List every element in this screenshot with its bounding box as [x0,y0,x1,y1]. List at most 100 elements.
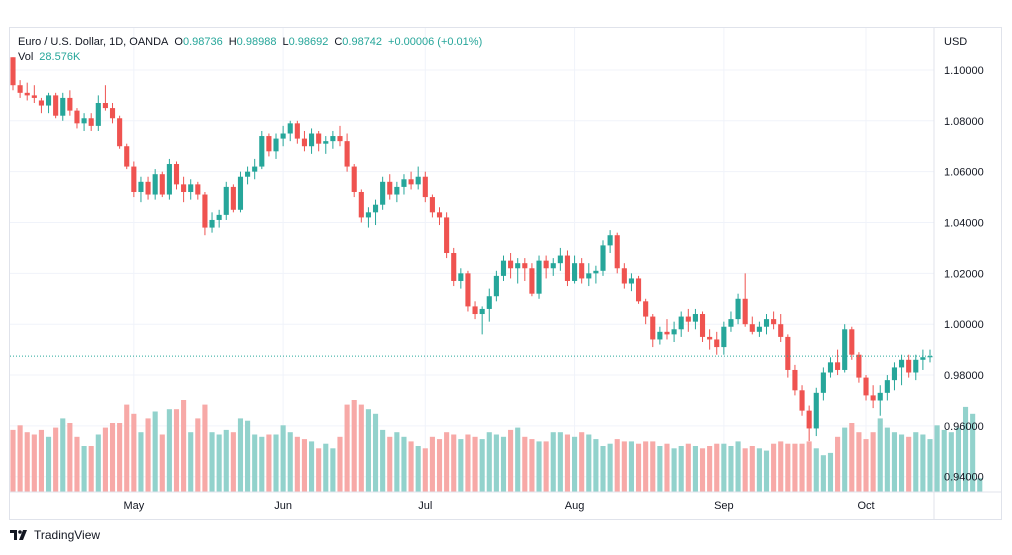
candle [74,108,80,129]
volume-row: Vol 28.576K [18,50,482,65]
candle [81,113,87,131]
volume-bar [564,434,571,492]
volume-bar [735,441,741,492]
volume-layer [10,400,983,492]
candle [252,158,258,180]
candle-body [806,410,812,429]
volume-bar [955,427,961,492]
currency-label: USD [944,36,967,48]
volume-bar [977,478,983,492]
candle-body [820,372,826,393]
candle [245,166,251,185]
volume-bar [650,441,656,492]
candle [650,314,656,348]
volume-bar [472,436,478,492]
candle [842,324,848,373]
volume-bar [422,448,428,492]
price-tick-label: 1.06000 [944,167,984,179]
candle-body [287,123,293,134]
candle-body [109,108,116,119]
candle-body [152,174,158,195]
volume-bar [941,429,947,492]
candle-body [53,95,59,116]
candle [422,171,428,203]
volume-bar [849,423,855,492]
volume-bar [344,404,350,492]
candle-body [493,275,499,297]
candle [500,255,507,281]
candle-body [131,166,137,192]
candle-body [159,174,165,195]
high-label: H [228,36,237,48]
candle [607,230,613,254]
candle [508,253,514,279]
volume-bar [24,432,30,492]
candle-body [849,329,855,355]
candle [380,176,386,210]
volume-bar [635,443,642,492]
candle [209,212,215,233]
candle-body [245,171,251,177]
candle [664,319,670,340]
candle-body [827,362,834,373]
volume-bar [74,436,80,492]
candle-body [102,103,108,109]
candle [792,364,798,396]
volume-value: 28.576K [39,51,81,63]
volume-bar [38,429,44,492]
candle-body [316,133,322,144]
symbol-title[interactable]: Euro / U.S. Dollar, 1D, OANDA [18,36,169,48]
time-tick-label: Jul [418,500,432,512]
candle-body [763,319,770,327]
candle [24,82,30,101]
volume-bar [906,436,912,492]
candle-body [124,146,130,167]
volume-bar [31,434,37,492]
volume-bar [806,441,812,492]
volume-bar [600,446,606,492]
candle-body [344,141,350,167]
candle [372,199,379,226]
candle-body [188,184,194,192]
candle [53,92,59,119]
volume-bar [95,434,101,492]
volume-bar [500,436,507,492]
volume-bar [45,436,52,492]
volume-bar [358,404,364,492]
volume-bar [60,418,66,492]
volume-bar [209,432,215,492]
candle [543,255,549,279]
volume-bar [436,439,443,492]
candle [216,209,222,228]
candle [849,326,855,360]
volume-bar [671,448,677,492]
volume-bar [927,439,933,492]
candle-body [657,331,663,340]
volume-label[interactable]: Vol [18,51,34,63]
price-tick-label: 0.98000 [944,370,984,382]
candle-body [735,298,741,320]
candle-body [607,235,613,246]
price-tick-label: 1.08000 [944,116,984,128]
low-label: L [282,36,289,48]
tradingview-brand[interactable]: TradingView [10,528,100,542]
open-label: O [174,36,183,48]
candle [778,314,784,342]
candle-body [358,191,364,218]
close-value: 0.98742 [342,36,383,48]
candle-body [301,138,308,147]
price-axis[interactable]: USD 1.10000 1.08000 1.06000 1.04000 1.02000 1… [944,36,984,484]
candle-body [95,103,101,126]
candle-body [856,354,862,378]
candle [621,263,627,289]
candle [856,352,862,383]
candle [699,311,706,342]
volume-bar [749,446,755,492]
volume-bar [799,443,805,492]
candle [536,255,542,299]
candle-body [579,263,585,279]
candle-body [415,176,421,185]
time-axis[interactable]: May Jun Jul Aug Sep Oct [123,500,874,512]
candle [451,247,457,287]
